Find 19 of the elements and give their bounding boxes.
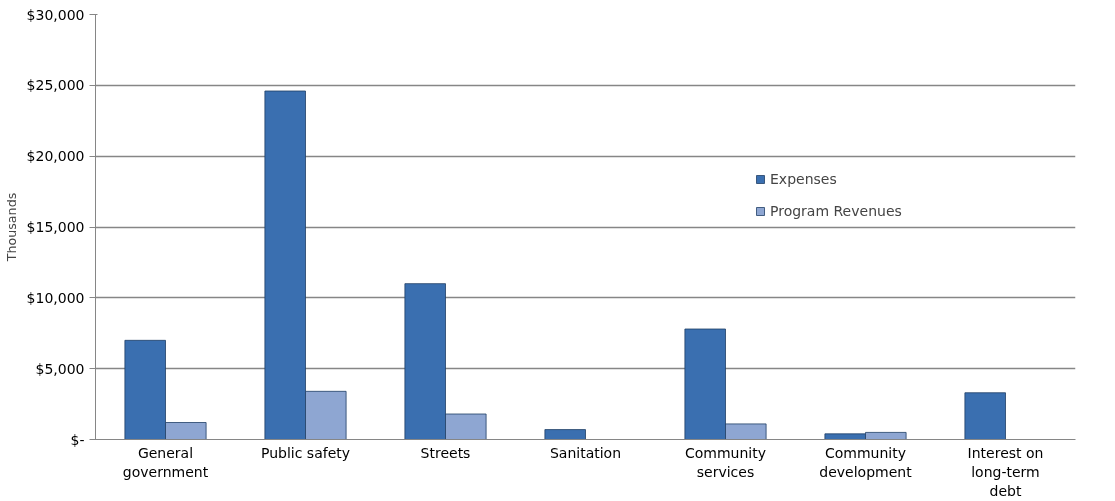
- y-tick-label: $25,000: [26, 77, 85, 94]
- x-tick-label: Streets: [420, 444, 471, 461]
- y-tick-label: $15,000: [26, 219, 85, 235]
- y-tick-label: $5,000: [35, 360, 85, 377]
- y-tick-label: $20,000: [26, 148, 85, 165]
- x-tick-label: Sanitation: [549, 444, 622, 461]
- bar: [544, 429, 586, 440]
- legend-label: Expenses: [770, 171, 837, 187]
- x-tick-label: Community services: [684, 444, 767, 480]
- x-tick-label: Public safety: [260, 444, 351, 461]
- x-tick-label: Interest on long-term debt: [967, 444, 1044, 499]
- y-tick-label: $-: [70, 431, 85, 448]
- y-tick-label: $10,000: [26, 289, 85, 306]
- y-tick-label: $30,000: [26, 6, 85, 23]
- y-axis-title: Thousands: [3, 192, 19, 263]
- x-tick-label: General government: [122, 444, 209, 480]
- x-tick-label: Community development: [819, 444, 913, 480]
- bar: [964, 392, 1006, 440]
- legend-label: Program Revenues: [770, 203, 902, 219]
